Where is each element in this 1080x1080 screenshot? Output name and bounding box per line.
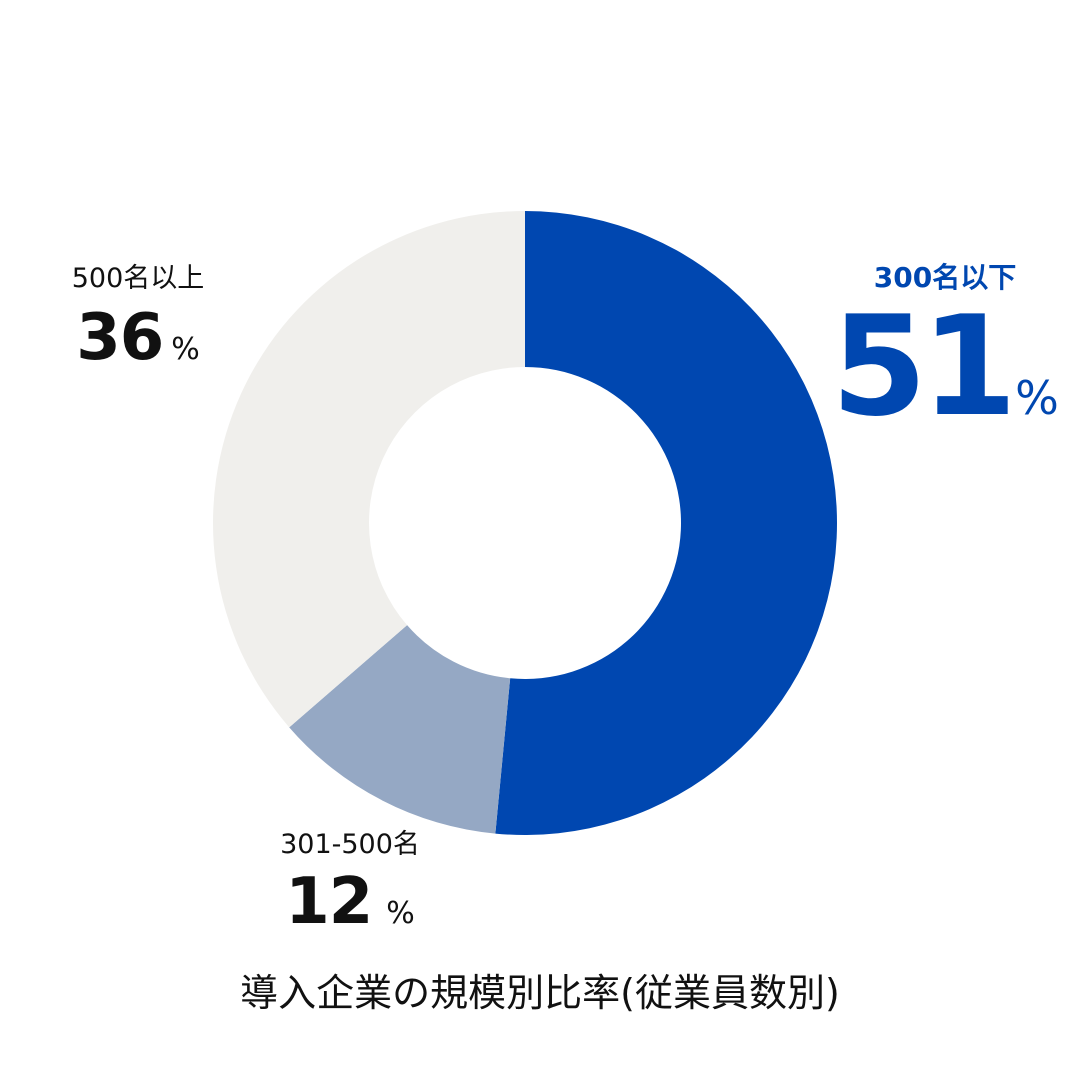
donut-slice-0 xyxy=(495,211,838,836)
donut-slice-2 xyxy=(213,211,525,728)
callout-500-plus: 500名以上 36% xyxy=(28,256,248,375)
chart-title: 導入企業の規模別比率(従業員数別) xyxy=(240,971,840,1015)
donut-slice-1 xyxy=(289,625,511,834)
donut-slices xyxy=(213,211,838,836)
percent-unit-500-plus: % xyxy=(171,332,200,367)
callout-300-or-less: 300名以下 51% xyxy=(820,256,1070,447)
category-label-301-500: 301-500名 xyxy=(280,829,420,860)
category-label-300-or-less: 300名以下 xyxy=(873,261,1017,294)
value-label-500-plus: 36 xyxy=(76,301,164,375)
percent-unit-301-500: % xyxy=(386,896,415,931)
category-label-500-plus: 500名以上 xyxy=(71,263,205,294)
percent-unit-300-or-less: % xyxy=(1015,371,1059,425)
value-label-301-500: 12 xyxy=(285,865,373,939)
value-label-300-or-less: 51 xyxy=(831,286,1017,447)
callout-301-500: 301-500名 12% xyxy=(250,822,450,939)
